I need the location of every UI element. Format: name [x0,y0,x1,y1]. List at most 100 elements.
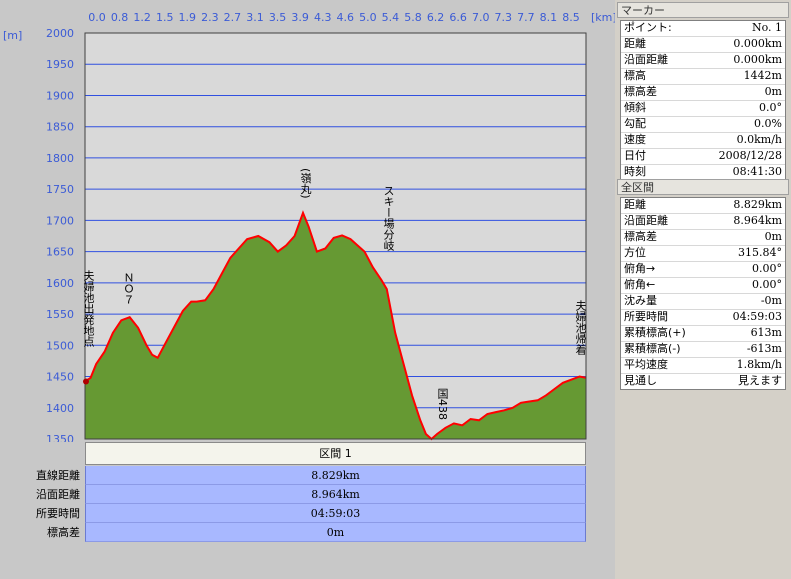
x-axis-ticks: 0.0 0.8 1.2 1.5 1.9 2.3 2.7 3.1 3.5 3.9 4.3 4.6 5.0 5… [88,11,580,24]
info-row: 所要時間 04:59:03 [621,310,785,326]
x-tick-label: 1.9 [179,11,197,24]
position-marker[interactable] [83,378,89,385]
annotation-ski-junction: スキー場分岐 [382,185,395,251]
info-row: 日付 2008/12/28 [621,149,785,165]
y-tick-label: 1800 [46,152,74,165]
info-row: 速度 0.0km/h [621,133,785,149]
info-row: 沈み量 -0m [621,294,785,310]
y-tick-label: 2000 [46,27,74,40]
info-row: 距離 0.000km [621,37,785,53]
y-tick-label: 1500 [46,339,74,352]
info-row: 標高差 0m [621,85,785,101]
section-header[interactable]: 区間 1 [85,442,586,465]
y-tick-label: 1450 [46,371,74,384]
y-tick-label: 1350 [46,433,74,442]
info-row: 傾斜 0.0° [621,101,785,117]
info-value: 0.000km [733,37,782,50]
x-tick-label: 6.6 [449,11,467,24]
info-row: 標高 1442m [621,69,785,85]
y-tick-label: 1950 [46,58,74,71]
info-label: 累積標高(-) [624,342,681,355]
marker-panel-title: マーカー [617,2,789,18]
info-row: 累積標高(-) -613m [621,342,785,358]
y-tick-label: 1900 [46,89,74,102]
info-label: 累積標高(+) [624,326,686,339]
x-tick-label: 7.7 [517,11,535,24]
annotation-route438: 国438 [436,388,449,420]
info-value: 0.000km [733,53,782,66]
summary-value: 0m [85,523,586,542]
y-tick-label: 1700 [46,214,74,227]
x-tick-label: 1.5 [156,11,174,24]
info-value: 2008/12/28 [718,149,782,162]
y-tick-label: 1750 [46,183,74,196]
summary-value: 04:59:03 [85,504,586,523]
summary-row: 直線距離 8.829km [0,466,590,485]
info-value: 0.0° [759,101,782,114]
y-tick-label: 1400 [46,402,74,415]
x-tick-label: 8.1 [540,11,558,24]
x-tick-label: 4.3 [314,11,332,24]
x-tick-label: 8.5 [562,11,580,24]
info-row: 俯角← 0.00° [621,278,785,294]
info-value: 08:41:30 [732,165,782,178]
info-value: 315.84° [738,246,782,259]
info-row: 時刻 08:41:30 [621,165,785,180]
info-row: 標高差 0m [621,230,785,246]
info-label: 日付 [624,149,646,162]
info-label: 標高 [624,69,646,82]
info-label: 勾配 [624,117,646,130]
info-label: 沿面距離 [624,53,668,66]
info-label: 見通し [624,374,657,387]
y-axis-ticks: 2000 1950 1900 1850 1800 1750 1700 1650 1600 1550… [46,27,74,442]
info-value: 見えます [738,374,782,387]
info-label: 速度 [624,133,646,146]
info-row: 沿面距離 0.000km [621,53,785,69]
elevation-area [85,212,586,439]
info-label: 平均速度 [624,358,668,371]
info-value: No. 1 [751,21,782,34]
annotation-no7: ＮＯ７ [122,272,135,305]
info-value: 1442m [743,69,782,82]
summary-value: 8.829km [85,466,586,485]
info-value: 0.00° [752,262,782,275]
x-tick-label: 3.9 [291,11,309,24]
section-panel-title: 全区間 [617,179,789,195]
elevation-chart[interactable]: 0.0 0.8 1.2 1.5 1.9 2.3 2.7 3.1 3.5 3.9 4.3 4.6 5.0 5… [0,0,615,442]
x-tick-label: 1.2 [133,11,151,24]
info-row: 勾配 0.0% [621,117,785,133]
x-tick-label: 5.8 [404,11,422,24]
info-row: 見通し 見えます [621,374,785,389]
info-label: 時刻 [624,165,646,178]
annotation-return: 夫婦池帰着 [574,300,587,355]
y-tick-label: 1550 [46,308,74,321]
info-label: 距離 [624,198,646,211]
info-label: 標高差 [624,85,657,98]
info-value: 1.8km/h [736,358,782,371]
info-row: 累積標高(+) 613m [621,326,785,342]
x-tick-label: 7.0 [472,11,490,24]
info-row: 平均速度 1.8km/h [621,358,785,374]
info-value: 0m [764,230,782,243]
info-value: 0m [764,85,782,98]
x-tick-label: 3.5 [269,11,287,24]
summary-label: 標高差 [47,526,80,539]
annotation-peak: (嶺丸) [299,168,312,199]
x-tick-label: 5.4 [382,11,400,24]
x-tick-label: 0.0 [88,11,106,24]
info-row: ポイント: No. 1 [621,21,785,37]
info-value: -0m [760,294,782,307]
x-tick-label: 2.3 [201,11,219,24]
info-label: 俯角← [624,278,656,291]
annotation-start: 夫婦池出発地点 [82,270,95,347]
info-row: 距離 8.829km [621,198,785,214]
elevation-line [84,210,587,441]
x-tick-label: 3.1 [246,11,264,24]
info-value: 8.964km [733,214,782,227]
x-tick-label: 5.0 [359,11,377,24]
plot-frame [84,32,587,440]
info-label: ポイント: [624,21,672,34]
x-tick-label: 2.7 [224,11,242,24]
info-label: 沿面距離 [624,214,668,227]
summary-label: 沿面距離 [36,488,80,501]
